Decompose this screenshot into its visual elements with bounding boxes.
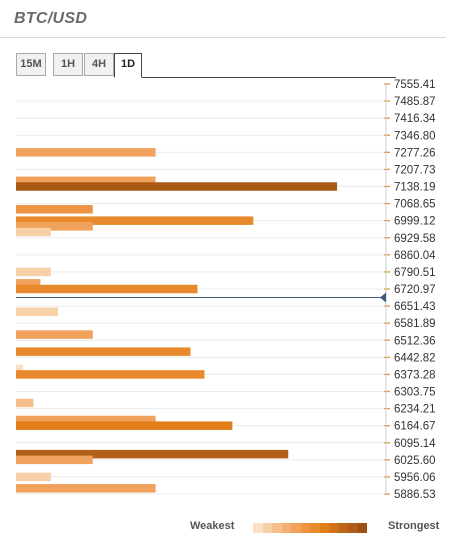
confluence-bar [16,216,254,225]
price-tick-label: 6164.67 [394,421,436,433]
current-price-marker [380,292,386,303]
confluence-bar [16,347,191,356]
price-tick-label: 7346.80 [394,130,436,142]
price-tick-label: 6095.14 [394,438,436,450]
confluence-bar [16,279,41,288]
price-tick-label: 7138.19 [394,182,436,194]
price-tick-label: 5886.53 [394,489,436,501]
price-tick-label: 6442.82 [394,352,436,364]
title-divider [0,37,446,38]
confluence-bar [16,176,156,186]
confluence-bar [16,364,23,373]
legend-swatch [291,523,301,533]
legend-swatch [357,523,367,533]
legend-swatch [262,523,272,533]
price-tick-label: 5956.06 [394,472,436,484]
legend-strength-ramp [253,523,367,533]
confluence-bar [16,398,34,408]
price-tick-label: 6790.51 [394,267,436,279]
confluence-bar [16,205,93,214]
confluence-bar [16,222,93,231]
confluence-bar [16,455,93,465]
confluence-bar [16,472,51,482]
price-tick-label: 7207.73 [394,164,436,176]
legend-strongest-label: Strongest [388,520,440,532]
confluence-bar [16,330,93,339]
price-tick-label: 6234.21 [394,404,436,416]
price-tick-label: 6512.36 [394,335,436,347]
price-tick-label: 6581.89 [394,318,436,330]
confluence-bar [16,415,156,425]
tab-15m[interactable]: 15M [16,53,46,76]
legend-swatch [348,523,358,533]
confluence-bar [16,421,233,430]
legend-swatch [272,523,282,533]
price-tick-label: 7416.34 [394,113,436,125]
legend-weakest-label: Weakest [190,520,235,532]
price-tick-label: 6720.97 [394,284,436,296]
price-tick-label: 6651.43 [394,301,436,313]
legend-swatch [338,523,348,533]
price-tick-label: 6860.04 [394,250,436,262]
confluence-bar [16,227,51,237]
legend-swatch [300,523,310,533]
tab-1d[interactable]: 1D [114,53,142,78]
legend-swatch [253,523,263,533]
tab-4h[interactable]: 4H [84,53,114,76]
price-tick-label: 6373.28 [394,369,436,381]
price-tick-label: 7068.65 [394,199,436,211]
price-tick-label: 6999.12 [394,216,436,228]
legend-swatch [329,523,339,533]
confluence-bar [16,307,58,317]
price-tick-label: 6303.75 [394,387,436,399]
chart-title: BTC/USD [14,10,88,27]
confluence-bar [16,284,198,294]
tab-underline [141,77,396,78]
confluence-bar [16,449,289,459]
confluence-bar [16,267,51,277]
price-tick-label: 7277.26 [394,147,436,159]
price-tick-label: 7555.41 [394,79,436,91]
price-tick-label: 6025.60 [394,455,436,467]
confluence-bar [16,182,338,191]
price-tick-label: 6929.58 [394,233,436,245]
confluence-bar [16,370,205,379]
legend-swatch [281,523,291,533]
tab-1h[interactable]: 1H [53,53,83,76]
confluence-bar [16,484,156,493]
legend-swatch [319,523,329,533]
price-tick-label: 7485.87 [394,96,436,108]
legend-swatch [310,523,320,533]
confluence-bar [16,148,156,157]
